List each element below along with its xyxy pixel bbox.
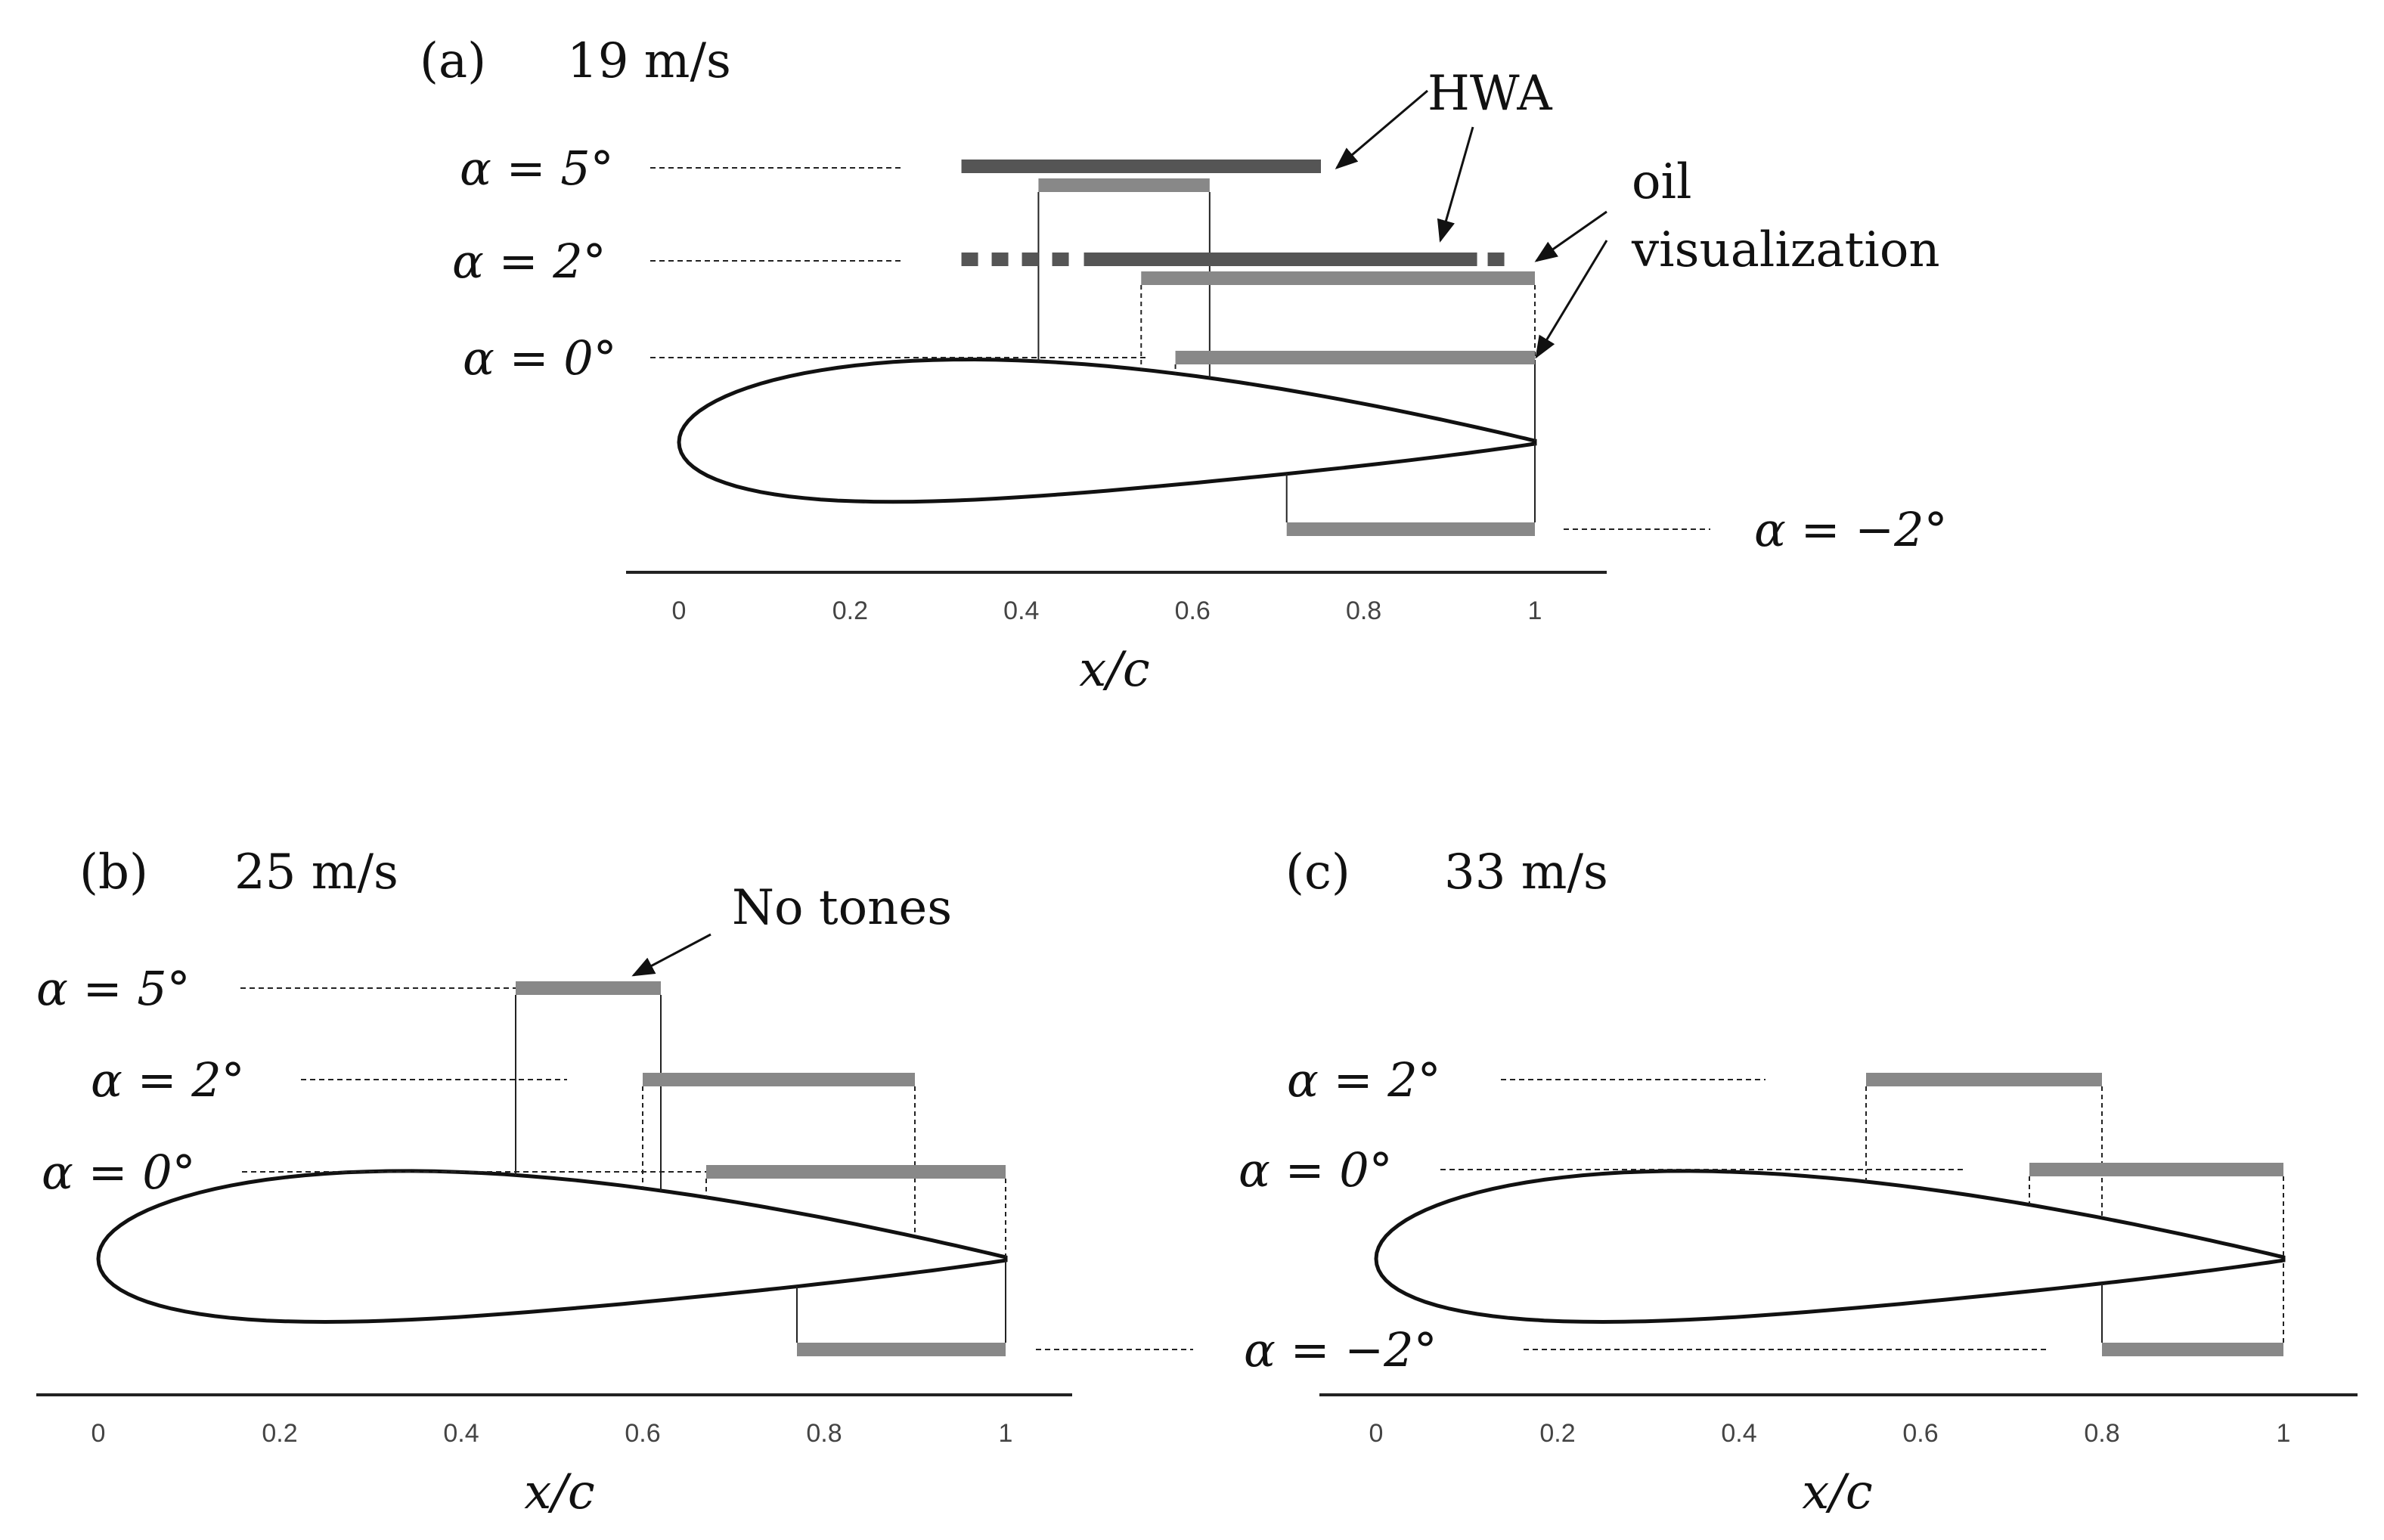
alpha-label: α = 0°: [1239, 1142, 1393, 1198]
no-tones-annotation: No tones: [631, 880, 952, 977]
alpha-label: α = 2°: [452, 234, 606, 289]
alpha-label: α = 5°: [460, 141, 614, 196]
oil-arrow: [1534, 210, 1607, 262]
panel-c-speed: 33 m/s: [1444, 844, 1608, 900]
x-tick-label: 0.6: [1175, 596, 1211, 625]
airfoil-outline: [96, 1169, 1008, 1325]
x-tick-label: 0.6: [1902, 1419, 1938, 1448]
alpha-label: α = 0°: [463, 330, 617, 386]
alpha-label: α = 5°: [36, 961, 191, 1016]
legend: HWA oil visualization: [1335, 66, 1940, 359]
alpha-label: α = 2°: [91, 1052, 245, 1108]
x-tick-label: 0.4: [1003, 596, 1039, 625]
x-tick-label: 1: [2277, 1419, 2291, 1448]
x-tick-label: 0.6: [625, 1419, 660, 1448]
x-tick-label: 0: [91, 1419, 106, 1448]
no-tones-arrow: [631, 933, 711, 977]
oil-label-line2: visualization: [1631, 222, 1940, 278]
panel-b-label: (b): [79, 844, 148, 900]
alpha-label: α = −2°: [1244, 1322, 1437, 1377]
panel-a: (a) 19 m/s 0 0.2 0.4 0.6 0.8 1 x/c α = 5° α = 2°…: [420, 33, 1948, 698]
panel-a-speed: 19 m/s: [567, 33, 731, 89]
x-axis-label: x/c: [524, 1464, 595, 1520]
hwa-label: HWA: [1428, 66, 1552, 122]
no-tones-label: No tones: [732, 880, 952, 936]
x-tick-label: 0.2: [832, 596, 868, 625]
airfoil-outline: [1374, 1169, 2286, 1325]
panel-b-speed: 25 m/s: [234, 844, 398, 900]
x-tick-label: 0: [672, 596, 687, 625]
x-tick-label: 0.2: [1539, 1419, 1575, 1448]
x-tick-label: 0: [1369, 1419, 1384, 1448]
alpha-label: α = 0°: [42, 1145, 196, 1200]
oil-arrow: [1535, 240, 1608, 359]
oil-label-line1: oil: [1632, 154, 1691, 210]
x-tick-label: 0.4: [1721, 1419, 1756, 1448]
x-tick-label: 1: [1528, 596, 1542, 625]
panel-a-label: (a): [420, 33, 486, 89]
panel-c: (c) 33 m/s 0 0.2 0.4 0.6 0.8 1 x/c α = 2° α = 0°…: [1239, 844, 2358, 1520]
hwa-arrow: [1335, 89, 1428, 169]
x-axis-label: x/c: [1079, 642, 1150, 698]
x-tick-label: 0.8: [2084, 1419, 2119, 1448]
x-tick-label: 0.8: [806, 1419, 842, 1448]
x-tick-label: 0.2: [262, 1419, 297, 1448]
panel-c-label: (c): [1285, 844, 1350, 900]
alpha-label: α = −2°: [1754, 502, 1948, 557]
x-tick-label: 1: [999, 1419, 1013, 1448]
alpha-label: α = 2°: [1287, 1052, 1441, 1108]
x-tick-label: 0.8: [1346, 596, 1381, 625]
x-axis-label: x/c: [1802, 1464, 1873, 1520]
panel-b: (b) 25 m/s 0 0.2 0.4 0.6 0.8 1 x/c α = 5° α = 2°…: [36, 844, 1193, 1520]
hwa-arrow: [1437, 126, 1474, 243]
airfoil-outline: [677, 357, 1537, 504]
x-tick-label: 0.4: [443, 1419, 479, 1448]
